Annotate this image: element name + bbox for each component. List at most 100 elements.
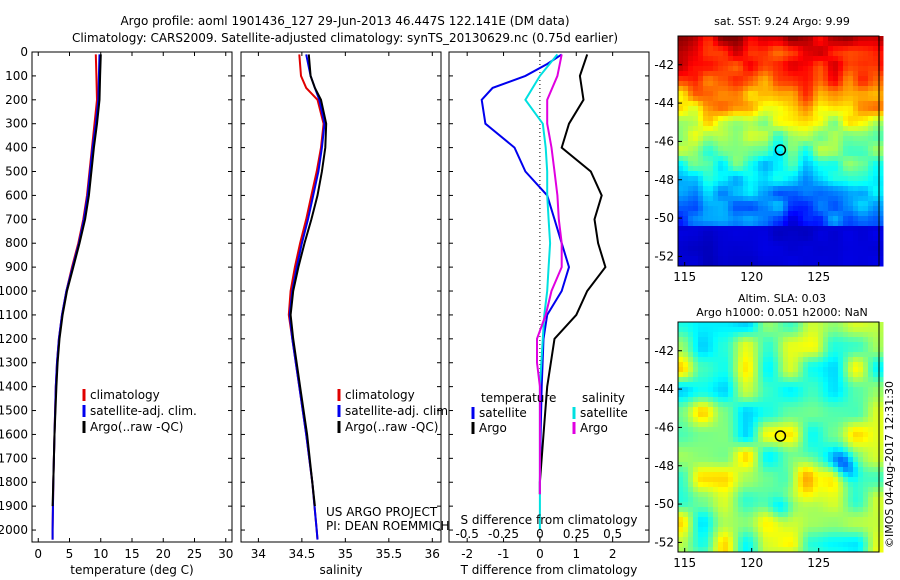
x-tick-label: -1 [498, 547, 510, 561]
y-tick-label: 1900 [0, 499, 28, 513]
argo-float-marker [774, 430, 787, 442]
y-tick-label: 700 [5, 212, 28, 226]
y-tick-label: 1400 [0, 380, 28, 394]
s-axis-label: S difference from climatology [461, 513, 638, 527]
panel-temperature: 0 5 10 15 20 25 300100200300400500600700800900… [0, 45, 233, 577]
legend-label: Argo [479, 421, 507, 435]
x-tick-label: 34 [251, 547, 266, 561]
y-tick-label: 1700 [0, 451, 28, 465]
y-tick-label: 800 [5, 236, 28, 250]
project-annotation: PI: DEAN ROEMMICH [326, 519, 449, 533]
map-y-tick-label: -48 [654, 173, 674, 187]
map-y-tick-label: -50 [654, 211, 674, 225]
x-tick-label: 36 [425, 547, 440, 561]
legend-title-temperature: temperature [481, 391, 556, 405]
map-field [678, 36, 884, 267]
x-axis-label: T difference from climatology [460, 563, 638, 577]
s-tick-label: 0.5 [603, 527, 622, 541]
panel-salinity: 34 34.5 35 35.5 36 salinity climatology satelli… [240, 51, 452, 577]
s-tick-label: 0.25 [563, 527, 590, 541]
panel-difference: -2 -1 0 1 2 T difference from climatology temp… [448, 51, 650, 577]
series-line-argo---raw--qc- [51, 54, 102, 507]
sst-map-title: sat. SST: 9.24 Argo: 9.99 [714, 15, 850, 28]
x-tick-label: 10 [93, 547, 108, 561]
sst-map: 115 120 125 -42 -44 -46 -48 -50 -52 [654, 35, 884, 284]
y-tick-label: 600 [5, 188, 28, 202]
x-tick-label: -2 [461, 547, 473, 561]
sla-map: 115 120 125 -42 -44 -46 -48 -50 -52 [654, 321, 884, 570]
map-y-tick-label: -42 [654, 344, 674, 358]
x-tick-label: 5 [66, 547, 74, 561]
map-x-tick-label: 125 [807, 270, 830, 284]
y-tick-label: 900 [5, 260, 28, 274]
argo-float-marker [774, 144, 787, 156]
imos-credit: ©IMOS 04-Aug-2017 12:31:30 [883, 381, 896, 548]
legend-label: satellite [479, 406, 527, 420]
x-tick-label: 2 [609, 547, 617, 561]
x-tick-label: 35.5 [375, 547, 402, 561]
plot-frame [448, 51, 650, 543]
x-tick-label: 1 [572, 547, 580, 561]
s-tick-label: -0.5 [455, 527, 478, 541]
map-frame [677, 35, 880, 267]
x-tick-label: 20 [156, 547, 171, 561]
map-y-tick-label: -46 [654, 420, 674, 434]
y-tick-label: 1300 [0, 356, 28, 370]
map-y-tick-label: -42 [654, 58, 674, 72]
legend-label: satellite-adj. clim. [90, 404, 197, 418]
x-axis-label: temperature (deg C) [70, 563, 193, 577]
plot-frame [240, 51, 442, 543]
y-tick-label: 200 [5, 93, 28, 107]
series-line-argo---raw--qc- [289, 54, 328, 507]
map-y-tick-label: -44 [654, 96, 674, 110]
map-field [678, 322, 884, 553]
map-y-tick-label: -46 [654, 134, 674, 148]
legend-title-salinity: salinity [582, 391, 625, 405]
map-frame [677, 321, 880, 553]
s-tick-label: -0.25 [488, 527, 519, 541]
map-x-tick-label: 125 [807, 556, 830, 570]
legend-label: climatology [90, 388, 160, 402]
x-axis-label: salinity [319, 563, 362, 577]
x-tick-label: 0 [34, 547, 42, 561]
figure-title-line2: Climatology: CARS2009. Satellite-adjuste… [72, 31, 618, 45]
y-tick-label: 500 [5, 165, 28, 179]
legend-label: Argo(..raw -QC) [345, 420, 438, 434]
map-x-tick-label: 120 [740, 270, 763, 284]
map-x-tick-label: 120 [740, 556, 763, 570]
project-annotation: US ARGO PROJECT [326, 505, 438, 519]
x-tick-label: 15 [124, 547, 139, 561]
y-tick-label: 400 [5, 141, 28, 155]
map-x-tick-label: 115 [673, 556, 696, 570]
y-tick-label: 1500 [0, 404, 28, 418]
sla-map-title: Altim. SLA: 0.03 [738, 292, 826, 305]
x-tick-label: 30 [218, 547, 233, 561]
y-tick-label: 1100 [0, 308, 28, 322]
y-tick-label: 300 [5, 117, 28, 131]
y-tick-label: 1000 [0, 284, 28, 298]
legend-label: climatology [345, 388, 415, 402]
x-tick-label: 35 [338, 547, 353, 561]
legend-label: Argo(..raw -QC) [90, 420, 183, 434]
s-tick-label: 0 [536, 527, 544, 541]
map-y-tick-label: -48 [654, 459, 674, 473]
x-tick-label: 34.5 [289, 547, 316, 561]
figure-title-line1: Argo profile: aoml 1901436_127 29-Jun-20… [120, 14, 569, 28]
y-tick-label: 0 [20, 45, 28, 59]
map-y-tick-label: -52 [654, 249, 674, 263]
y-tick-label: 1600 [0, 427, 28, 441]
x-tick-label: 25 [187, 547, 202, 561]
sla-map-subtitle: Argo h1000: 0.051 h2000: NaN [696, 306, 868, 319]
y-tick-label: 2000 [0, 523, 28, 537]
legend-label: Argo [580, 421, 608, 435]
series-line-argo [538, 54, 607, 495]
series-line-argo [536, 54, 563, 495]
x-tick-label: 0 [536, 547, 544, 561]
y-tick-label: 1200 [0, 332, 28, 346]
map-y-tick-label: -44 [654, 382, 674, 396]
map-y-tick-label: -52 [654, 535, 674, 549]
map-x-tick-label: 115 [673, 270, 696, 284]
plot-frame [31, 51, 233, 543]
y-tick-label: 1800 [0, 475, 28, 489]
